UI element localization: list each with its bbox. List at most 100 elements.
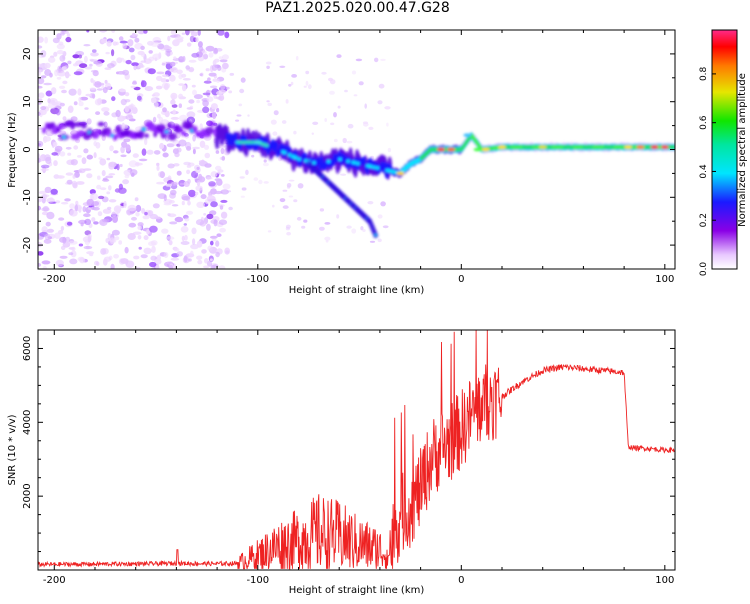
spectrogram-speckle [78,101,84,107]
spectrogram-speckle [78,54,82,59]
spectrogram-speckle [140,52,146,58]
spectrogram-speckle [174,36,184,40]
spectrogram-speckle [45,129,54,137]
spectrogram-speckle [147,210,154,217]
spectrogram-speckle [44,36,48,44]
spectrogram-speckle [45,156,52,165]
spectrogram-speckle [178,139,187,147]
spectrogram-speckle [170,116,180,120]
spectrogram-speckle [319,226,325,231]
spectrogram-speckle [110,263,115,269]
spectrogram-speckle [170,99,176,105]
ridge-peak [498,145,506,149]
ridge-center [294,156,298,160]
spectrogram-speckle [150,255,157,261]
spectrogram-speckle [380,201,386,207]
spectrogram-speckle [38,36,44,43]
spectrogram-speckle [183,161,191,166]
snr-x-axis-label: Height of straight line (km) [289,585,425,596]
spectrogram-speckle [165,79,170,82]
spectrogram-speckle [171,104,178,108]
spectrogram-speckle [206,96,214,102]
spectrogram-speckle [214,58,220,63]
spectrogram-speckle [224,31,230,39]
spectrogram-speckle [102,87,108,94]
ridge-blob [156,124,166,132]
ridge-center [326,159,331,164]
ridge-blob [94,129,102,136]
spectrogram-speckle [258,179,263,185]
spectrogram-speckle [197,259,203,265]
spectrogram-speckle [215,96,222,100]
spectrogram-speckle [113,150,118,154]
spectrogram-speckle [116,57,123,64]
colorbar-tick-label: 0.0 [699,262,709,277]
spectrogram-y-tick-label: -20 [22,237,33,253]
ridge-core [337,150,342,159]
spectrogram-speckle [72,180,78,188]
spectrogram-speckle [216,107,220,113]
spectrogram-speckle [200,194,207,200]
spectrogram-speckle [267,102,273,107]
spectrogram-speckle [185,65,190,70]
spectrogram-speckle [67,60,72,65]
spectrogram-speckle [82,206,87,213]
spectrogram-speckle [210,103,218,110]
spectrogram-speckle [188,189,196,198]
ridge-hot-spot [164,130,169,134]
spectrogram-speckle [108,185,112,191]
spectrogram-speckle [208,72,217,77]
spectrogram-speckle [159,142,165,150]
spectrogram-speckle [132,81,137,85]
spectrogram-speckle [173,163,180,167]
spectrogram-speckle [324,222,331,225]
spectrogram-speckle [53,160,58,167]
spectrogram-speckle [62,236,67,244]
spectrogram-speckle [45,221,51,227]
spectrogram-speckle [108,173,116,176]
spectrogram-speckle [149,261,157,268]
ridge-core [303,152,308,161]
spectrogram-speckle [107,206,112,210]
spectrogram-speckle [44,186,52,194]
spectrogram-speckle [97,97,103,105]
spectrogram-speckle [295,56,299,61]
spectrogram-speckle [285,99,289,104]
spectrogram-speckle [68,247,75,250]
spectrogram-x-tick-label: -200 [43,274,66,285]
spectrogram-speckle [386,122,389,127]
spectrogram-speckle [106,157,111,161]
spectrogram-speckle [182,78,191,81]
spectrogram-speckle [296,216,302,221]
spectrogram-speckle [193,94,203,100]
spectrogram-speckle [266,100,270,103]
spectrogram-speckle [282,205,289,209]
spectrogram-speckle [61,89,67,94]
spectrogram-speckle [199,73,203,76]
spectrogram-speckle [64,73,71,77]
spectrogram-speckle [288,195,294,198]
spectrogram-speckle [65,36,72,43]
spectrogram-speckle [355,58,363,62]
spectrogram-speckle [45,90,53,97]
figure-title: PAZ1.2025.020.00.47.G28 [265,0,450,16]
spectrogram-speckle [103,111,110,116]
spectrogram-speckle [118,240,123,245]
spectrogram-speckle [344,89,348,93]
spectrogram-speckle [105,51,110,55]
spectrogram-speckle [163,252,169,258]
spectrogram-speckle [161,63,166,66]
spectrogram-speckle [54,145,63,152]
ridge-core [365,166,370,174]
spectrogram-speckle [150,41,160,47]
spectrogram-speckle [307,84,312,90]
spectrogram-speckle [65,236,71,243]
spectrogram-speckle [170,189,177,196]
spectrogram-speckle [107,63,115,69]
spectrogram-speckle [288,179,295,182]
spectrogram-speckle [120,98,127,106]
ridge-blob [58,123,65,129]
spectrogram-speckle [68,240,78,245]
spectrogram-speckle [54,69,59,77]
spectrogram-speckle [40,75,47,79]
